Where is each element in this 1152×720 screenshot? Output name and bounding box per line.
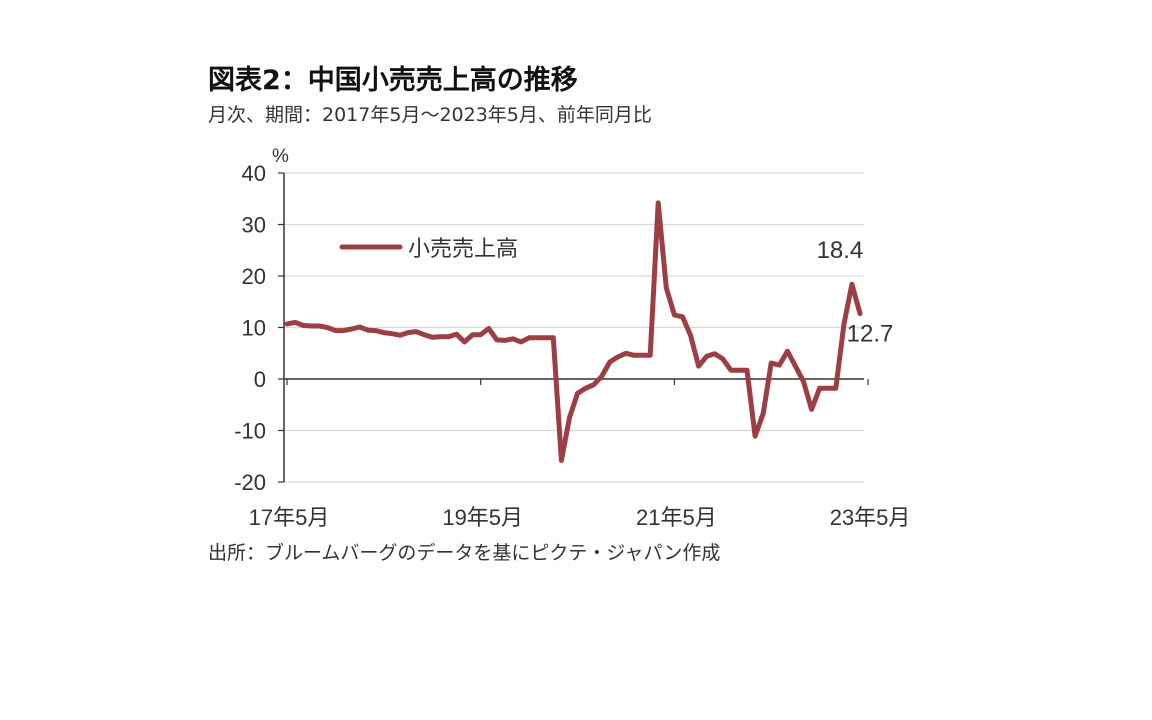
y-tick-label: 10 — [242, 316, 266, 341]
x-tick-label: 17年5月 — [249, 505, 330, 530]
legend: 小売売上高 — [339, 237, 518, 262]
axis-ticks: 40 30 20 10 0 -10 -20 17年5月 19年5月 21年5月 23年5月 — [234, 161, 910, 530]
series-line-retail-sales — [284, 200, 863, 463]
source-note: 出所：ブルームバーグのデータを基にピクテ・ジャパン作成 — [208, 542, 721, 564]
y-tick-label: 40 — [242, 161, 266, 186]
y-unit-label: % — [272, 146, 289, 167]
x-tick-label: 23年5月 — [830, 505, 911, 530]
y-tick-label: -20 — [234, 470, 266, 495]
chart-title: 図表2：中国小売売上高の推移 — [208, 65, 578, 96]
gridlines — [284, 172, 864, 483]
legend-label: 小売売上高 — [408, 237, 518, 262]
y-tick-label: 30 — [242, 213, 266, 238]
y-tick-label: -10 — [234, 419, 266, 444]
y-tick-label: 0 — [254, 367, 266, 392]
x-tick-label: 21年5月 — [636, 505, 717, 530]
data-label: 12.7 — [847, 321, 894, 348]
y-tick-label: 20 — [242, 264, 266, 289]
chart-subtitle: 月次、期間：2017年5月～2023年5月、前年同月比 — [208, 104, 652, 126]
x-tick-label: 19年5月 — [442, 505, 523, 530]
data-label: 18.4 — [817, 237, 864, 264]
annotations: 18.4 12.7 — [817, 237, 894, 347]
